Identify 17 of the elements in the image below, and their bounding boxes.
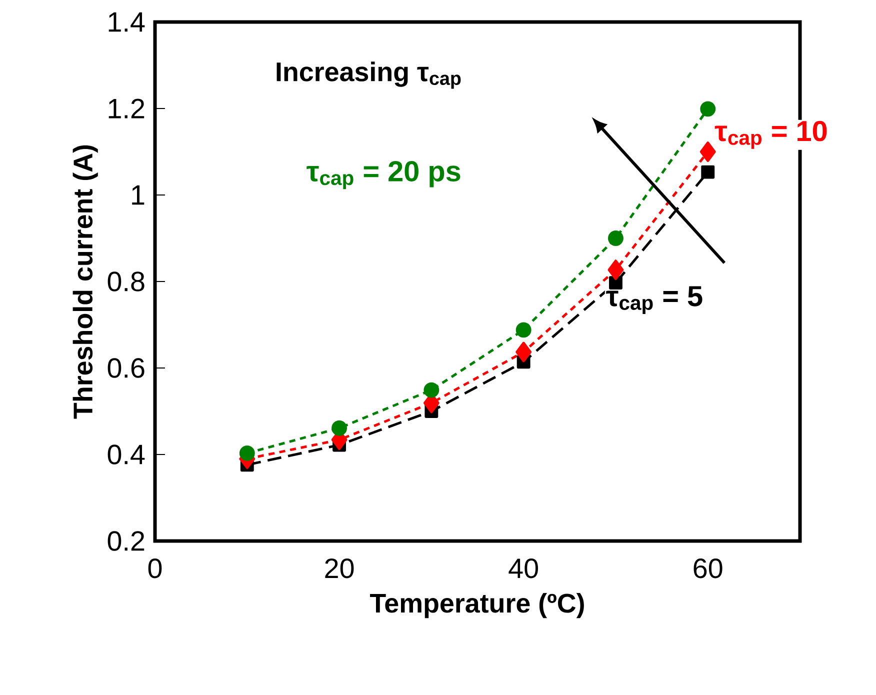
annotation: Increasing τ$_{cap}$ [276, 62, 461, 89]
series-label: τ$_{cap}$ = 10 [714, 120, 827, 149]
y-tick-label: 1 [132, 185, 144, 205]
y-tick-label: 0.2 [108, 531, 144, 551]
x-tick-label: 60 [694, 558, 722, 578]
y-axis-title: Threshold current (A) [72, 145, 98, 419]
y-tick-label: 0.6 [108, 358, 144, 378]
text: τ$_{cap}$ = 20 ps [306, 161, 460, 190]
y-tick-label: 1.4 [108, 12, 145, 32]
y-tick-label: 1.2 [108, 98, 144, 118]
y-tick-label: 0.8 [108, 272, 144, 292]
x-axis-title: Temperature (ºC) [370, 593, 584, 618]
y-tick-label: 0.4 [108, 444, 145, 464]
x-tick-label: 40 [508, 558, 538, 578]
x-tick-label: 20 [325, 558, 354, 578]
series-label: τ$_{cap}$ = 5 [606, 286, 702, 314]
x-tick-label: 0 [148, 558, 162, 578]
